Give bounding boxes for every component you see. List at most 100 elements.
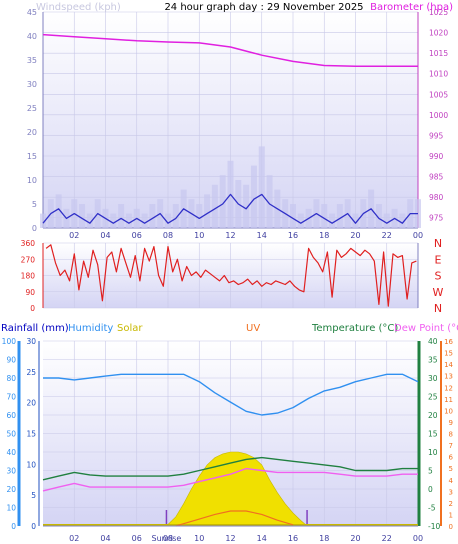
- windspeed-axis-title: Windspeed (kph): [36, 2, 121, 13]
- uv-tick-label: 0: [449, 523, 453, 531]
- temperature-tick-label: 0: [428, 485, 433, 494]
- humidity-tick-label: 30: [6, 467, 16, 476]
- barometer-tick-label: 990: [429, 152, 444, 161]
- temperature-label: Temperature (°C): [311, 323, 398, 334]
- uv-tick-label: 16: [444, 338, 453, 346]
- humidity-tick-label: 20: [6, 485, 16, 494]
- humidity-tick-label: 0: [11, 522, 16, 531]
- wind-gust-bar: [196, 204, 203, 228]
- dewpoint-line: [42, 467, 418, 492]
- compass-label: W: [433, 286, 444, 299]
- barometer-tick-label: 1005: [429, 90, 448, 99]
- compass-label: S: [435, 270, 442, 283]
- rainfall-tick-label: 25: [26, 368, 36, 377]
- wind-x-tick-label: 02: [69, 231, 79, 240]
- wind-x-tick-label: 18: [319, 231, 329, 240]
- wind-gust-bar: [258, 146, 265, 228]
- windspeed-tick-label: 5: [32, 200, 37, 209]
- wind-x-tick-label: 20: [350, 231, 360, 240]
- wind-gust-bar: [219, 175, 226, 228]
- windspeed-tick-label: 35: [27, 56, 37, 65]
- wind-x-tick-label: 14: [257, 231, 267, 240]
- windspeed-tick-label: 15: [27, 152, 37, 161]
- rainfall-label: Rainfall (mm): [1, 323, 69, 334]
- wind-gust-bar: [297, 213, 304, 228]
- direction-tick-label: 360: [21, 239, 36, 248]
- chart-title: 24 hour graph day : 29 November 2025: [164, 2, 363, 13]
- wind-gust-bar: [55, 194, 62, 228]
- temperature-x-tick-label: 22: [382, 534, 392, 543]
- uv-tick-label: 6: [449, 454, 454, 462]
- humidity-tick-label: 50: [6, 430, 16, 439]
- direction-tick-label: 0: [30, 304, 35, 313]
- wind-gust-bar: [86, 213, 93, 228]
- rainfall-tick-label: 0: [31, 522, 36, 531]
- windspeed-tick-label: 20: [27, 128, 37, 137]
- barometer-tick-label: 1010: [429, 70, 448, 79]
- windspeed-tick-label: 40: [27, 32, 37, 41]
- uv-tick-label: 7: [449, 442, 453, 450]
- wind-gust-bar: [250, 165, 257, 228]
- temperature-tick-label: 40: [428, 337, 438, 346]
- temperature-tick-label: 5: [428, 467, 433, 476]
- wind-gust-bar: [329, 213, 336, 228]
- wind-x-tick-label: 12: [225, 231, 235, 240]
- direction-tick-label: 270: [21, 255, 36, 264]
- wind-gust-bar: [118, 204, 125, 228]
- rainfall-tick-label: 15: [26, 430, 36, 439]
- wind-gust-bar: [141, 213, 148, 228]
- windspeed-tick-label: 10: [27, 176, 37, 185]
- wind-gust-bar: [165, 213, 171, 228]
- temperature-x-tick-label: 18: [319, 534, 329, 543]
- temperature-x-tick-label: 16: [288, 534, 298, 543]
- wind-x-tick-label: 06: [132, 231, 142, 240]
- windspeed-tick-label: 45: [27, 8, 37, 17]
- temperature-x-tick-label: 00: [413, 534, 423, 543]
- compass-label: N: [434, 237, 442, 250]
- compass-label: N: [434, 302, 442, 315]
- wind-gust-bar: [149, 204, 156, 228]
- uv-tick-label: 3: [449, 488, 453, 496]
- barometer-tick-label: 995: [429, 131, 444, 140]
- windspeed-line: [42, 193, 418, 224]
- wind-gust-bar: [352, 213, 359, 228]
- rainfall-tick-label: 30: [26, 337, 36, 346]
- windspeed-tick-label: 25: [27, 104, 37, 113]
- direction-tick-label: 180: [21, 272, 36, 281]
- humidity-tick-label: 70: [6, 393, 16, 402]
- humidity-tick-label: 10: [6, 504, 16, 513]
- humidity-tick-label: 40: [6, 448, 16, 457]
- humidity-tick-label: 100: [2, 337, 17, 346]
- uv-tick-label: 12: [444, 384, 453, 392]
- barometer-tick-label: 975: [429, 214, 444, 223]
- temperature-tick-label: -5: [428, 504, 436, 513]
- windspeed-tick-label: 0: [32, 224, 37, 233]
- humidity-line: [43, 373, 419, 416]
- uv-tick-label: 2: [449, 500, 453, 508]
- barometer-line: [42, 33, 418, 68]
- wind-x-tick-label: 16: [288, 231, 298, 240]
- humidity-tick-label: 60: [6, 411, 16, 420]
- temperature-tick-label: 30: [428, 374, 438, 383]
- wind-gust-bar: [383, 213, 390, 228]
- wind-x-tick-label: 10: [194, 231, 204, 240]
- temperature-x-tick-label: Sunrise: [152, 534, 182, 543]
- barometer-tick-label: 1020: [429, 29, 448, 38]
- uv-tick-label: 14: [444, 361, 453, 369]
- humidity-tick-label: 90: [6, 356, 16, 365]
- wind-gust-bar: [399, 213, 406, 228]
- rainfall-tick-label: 5: [31, 491, 36, 500]
- direction-tick-label: 90: [25, 288, 35, 297]
- temperature-tick-label: 25: [428, 393, 438, 402]
- wind-gust-bar: [375, 204, 382, 228]
- barometer-tick-label: 1015: [429, 49, 448, 58]
- windspeed-tick-label: 30: [27, 80, 37, 89]
- uv-tick-label: 5: [449, 465, 453, 473]
- uv-tick-label: 1: [449, 511, 453, 519]
- wind-gust-bar: [204, 194, 211, 228]
- temperature-line: [42, 456, 418, 481]
- temperature-x-tick-label: 10: [194, 534, 204, 543]
- wind-gust-bar: [40, 213, 46, 228]
